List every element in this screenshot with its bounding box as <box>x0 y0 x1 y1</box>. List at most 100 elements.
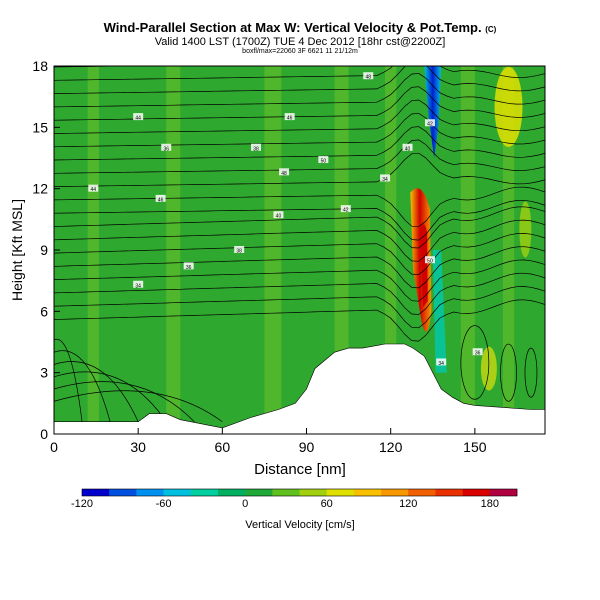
isentrope-line <box>54 139 545 174</box>
colorbar-tick-label: 180 <box>481 498 499 510</box>
contour-label: 40 <box>402 143 413 152</box>
colorbar-segment <box>462 489 491 496</box>
contour-label: 34 <box>380 174 391 183</box>
x-tick-label: 120 <box>379 439 403 455</box>
contour-label-bg <box>424 256 435 264</box>
x-tick-label: 90 <box>299 439 315 455</box>
colorbar-segment <box>435 489 463 496</box>
contour-label-bg <box>155 194 166 202</box>
colorbar-segment <box>163 489 192 496</box>
contour-label: 48 <box>279 168 290 177</box>
contour-label-bg <box>318 156 329 164</box>
contour-label-text: 40 <box>405 146 411 152</box>
contour-label-bg <box>436 358 447 366</box>
field-streak <box>334 66 349 434</box>
colorbar-segment <box>217 489 246 496</box>
y-tick-label: 6 <box>40 303 48 319</box>
isentrope-line <box>54 73 545 108</box>
colorbar-segment <box>326 489 355 496</box>
isentrope-contours <box>54 66 545 423</box>
isentrope-line <box>54 66 149 68</box>
colorbar-segment <box>408 489 436 496</box>
isentrope-line <box>54 299 545 342</box>
chart-subtitle: Valid 1400 LST (1700Z) TUE 4 Dec 2012 [1… <box>154 36 446 48</box>
contour-label-bg <box>183 262 194 270</box>
downstream-contour <box>460 325 490 400</box>
field-streak <box>87 66 99 434</box>
contour-label-text: 42 <box>427 122 433 128</box>
contour-label-bg <box>424 119 435 127</box>
contour-label-text: 46 <box>158 197 164 203</box>
colorbar-segment <box>381 489 409 496</box>
contour-label: 34 <box>133 280 144 289</box>
field-streak <box>264 66 282 434</box>
yellow-patch <box>494 66 523 147</box>
contour-label: 38 <box>251 143 262 152</box>
isentrope-line <box>54 199 545 241</box>
isentrope-line <box>54 206 545 249</box>
colorbar-tick-label: 60 <box>321 498 333 510</box>
colorbar-segment <box>136 489 164 496</box>
isentrope-line <box>54 233 545 275</box>
isentrope-line <box>54 152 545 187</box>
contour-label-bg <box>133 113 144 121</box>
contour-label: 36 <box>183 262 194 271</box>
contour-label-text: 36 <box>163 146 169 152</box>
contour-label: 40 <box>273 211 284 220</box>
isentrope-line <box>54 99 545 134</box>
contour-label-bg <box>251 143 262 151</box>
colorbar-label: Vertical Velocity [cm/s] <box>245 519 354 531</box>
contour-label-bg <box>234 246 245 253</box>
contour-label: 42 <box>424 119 435 128</box>
y-tick-label: 15 <box>32 119 48 135</box>
field-streak <box>385 66 397 434</box>
lowlevel-contour <box>54 390 223 423</box>
contour-label: 48 <box>363 72 374 81</box>
y-axis-label: Height [Kft MSL] <box>9 199 25 301</box>
contour-label-text: 38 <box>236 249 242 255</box>
contour-label-text: 42 <box>343 208 349 214</box>
yellow-patch <box>519 201 532 258</box>
contour-label-text: 48 <box>365 75 371 81</box>
contour-label-bg <box>340 205 351 213</box>
downstream-contour <box>524 347 538 398</box>
contour-label: 50 <box>424 256 435 265</box>
contour-label: 38 <box>234 246 245 255</box>
colorbar-tick-label: -120 <box>71 498 93 510</box>
contour-label-bg <box>363 72 374 80</box>
isentrope-line <box>54 286 545 329</box>
contour-label-text: 34 <box>382 177 388 183</box>
colorbar-segment <box>353 489 382 496</box>
contour-label-text: 38 <box>253 146 259 152</box>
lowlevel-contour <box>54 338 83 422</box>
colorbar-segment <box>190 489 219 496</box>
colorbar-tick-label: 0 <box>242 498 248 510</box>
chart-title: Wind-Parallel Section at Max W: Vertical… <box>103 20 497 35</box>
field-streak <box>502 66 515 434</box>
lowlevel-contour <box>54 361 139 422</box>
y-tick-label: 9 <box>40 242 48 258</box>
colorbar-frame <box>81 488 518 497</box>
contour-label: 36 <box>161 143 172 152</box>
contour-label-text: 36 <box>475 351 481 357</box>
contour-label-text: 50 <box>427 259 433 265</box>
contour-label-text: 34 <box>135 283 141 289</box>
lowlevel-contour <box>54 371 167 422</box>
y-tick-label: 12 <box>32 181 48 197</box>
isentrope-line <box>54 186 545 228</box>
downstream-contour <box>500 343 517 402</box>
contour-label-text: 36 <box>186 265 192 271</box>
contour-label-bg <box>161 143 172 151</box>
colorbar-segment <box>299 489 327 496</box>
colorbar-segment <box>245 489 273 496</box>
isentrope-line <box>54 246 545 289</box>
y-tick-label: 3 <box>40 365 48 381</box>
isentrope-line <box>54 126 545 161</box>
contour-label-bg <box>88 184 99 192</box>
colorbar-segment <box>109 489 137 496</box>
downslope-band <box>432 250 447 373</box>
colorbar-tick-label: -60 <box>156 498 172 510</box>
contour-labels: 34 36 38 40 42 44 46 48 50 34 36 38 40 42 44 46 48 50 34 36 <box>88 72 483 367</box>
contour-label: 34 <box>436 358 447 367</box>
